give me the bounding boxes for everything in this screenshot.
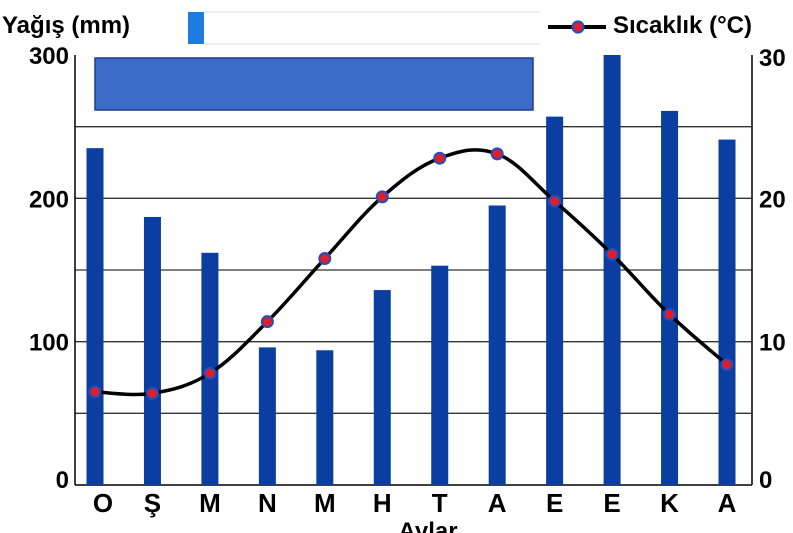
month-label: K [660,488,679,518]
temp-point [433,151,447,165]
precip-bar [488,205,506,485]
temp-line-group [88,147,734,400]
month-label: E [546,488,563,518]
precip-bar [661,110,679,486]
right-axis-title: Sıcaklık (°C) [613,12,752,39]
month-label: A [718,488,737,518]
month-label: Ş [144,488,161,518]
legend-patch [94,57,534,111]
temp-point [490,147,504,161]
x-axis-title: Aylar [398,518,457,533]
precip-bars [86,55,736,486]
temp-legend-marker [571,20,585,34]
gridlines [74,55,753,486]
left-tick-label: 0 [56,467,69,494]
temp-point [260,315,274,329]
temp-point [145,386,159,400]
precip-bar [86,148,104,485]
precip-bar [143,216,161,485]
month-label: A [488,488,507,518]
right-tick-label: 10 [759,330,786,357]
month-label: M [314,488,336,518]
right-tick-label: 30 [759,45,786,72]
precip-bar [603,55,621,485]
precip-bar [316,350,334,485]
precip-bar [373,290,391,485]
month-label: E [603,488,620,518]
temp-line [94,148,729,397]
temp-point [548,194,562,208]
temp-point [88,385,102,399]
left-axis-title: Yağış (mm) [2,12,130,39]
precip-bar [258,347,276,485]
left-tick-label: 100 [29,330,69,357]
precip-bar [718,139,736,486]
temp-point [375,190,389,204]
axis-ticks: 0 100 200 300 0 10 20 30 O Ş M N M H T A E E K A [29,43,786,518]
right-tick-label: 0 [759,467,772,494]
month-label: H [373,488,392,518]
month-label: T [432,488,448,518]
right-tick-label: 20 [759,186,786,213]
precip-legend-marker [188,12,204,44]
temp-point [663,307,677,321]
temp-point [605,247,619,261]
month-label: N [258,488,277,518]
temp-point [318,252,332,266]
precip-bar [546,116,564,485]
precip-bar [431,265,449,485]
temp-point [720,358,734,372]
month-label: O [93,488,113,518]
left-tick-label: 300 [29,43,69,70]
month-label: M [199,488,221,518]
left-tick-label: 200 [29,186,69,213]
temp-point [203,366,217,380]
